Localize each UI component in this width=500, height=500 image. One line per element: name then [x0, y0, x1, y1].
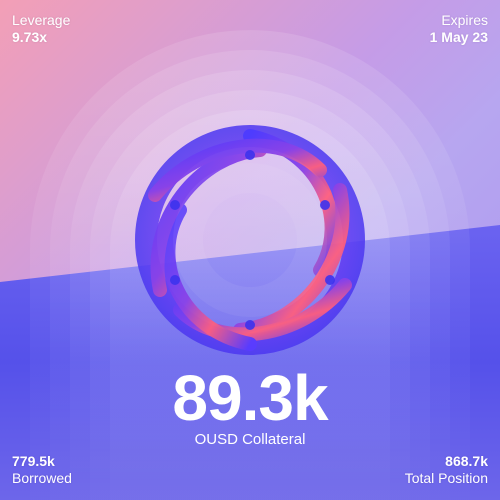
leverage-stat: Leverage 9.73x [12, 12, 70, 46]
borrowed-label: Borrowed [12, 470, 72, 486]
borrowed-stat: 779.5k Borrowed [12, 453, 72, 487]
total-position-label: Total Position [404, 470, 488, 486]
leverage-label: Leverage [12, 12, 71, 28]
collateral-label: OUSD Collateral [194, 431, 306, 448]
total-position-stat: 868.7k Total Position [405, 453, 488, 487]
total-position-value: 868.7k [445, 453, 488, 469]
expires-stat: Expires 1 May 23 [430, 12, 488, 46]
borrowed-value: 779.5k [12, 453, 55, 469]
leverage-value: 9.73x [12, 29, 48, 45]
expires-value: 1 May 23 [429, 29, 488, 45]
collateral-value: 89.3k [172, 362, 328, 434]
expires-label: Expires [441, 12, 488, 28]
twisted-torus-knot-icon [120, 110, 380, 370]
